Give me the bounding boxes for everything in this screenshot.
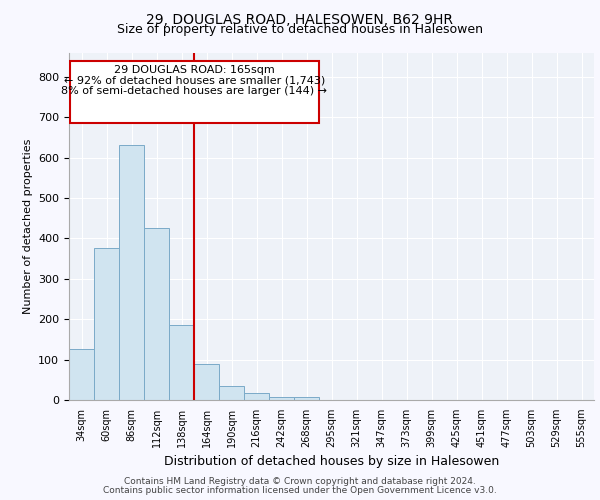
Bar — [119, 146, 144, 400]
Bar — [94, 248, 119, 400]
Text: Size of property relative to detached houses in Halesowen: Size of property relative to detached ho… — [117, 22, 483, 36]
Bar — [219, 386, 244, 400]
Bar — [269, 397, 294, 400]
Y-axis label: Number of detached properties: Number of detached properties — [23, 138, 32, 314]
Bar — [244, 393, 269, 400]
Text: 29, DOUGLAS ROAD, HALESOWEN, B62 9HR: 29, DOUGLAS ROAD, HALESOWEN, B62 9HR — [146, 12, 454, 26]
Bar — [70, 60, 319, 123]
Bar — [144, 228, 169, 400]
Bar — [169, 325, 194, 400]
Text: 8% of semi-detached houses are larger (144) →: 8% of semi-detached houses are larger (1… — [61, 86, 327, 96]
Bar — [194, 364, 219, 400]
Text: Contains public sector information licensed under the Open Government Licence v3: Contains public sector information licen… — [103, 486, 497, 495]
Bar — [294, 397, 319, 400]
Bar — [69, 350, 94, 400]
Text: Contains HM Land Registry data © Crown copyright and database right 2024.: Contains HM Land Registry data © Crown c… — [124, 477, 476, 486]
Text: ← 92% of detached houses are smaller (1,743): ← 92% of detached houses are smaller (1,… — [64, 76, 325, 86]
X-axis label: Distribution of detached houses by size in Halesowen: Distribution of detached houses by size … — [164, 456, 499, 468]
Text: 29 DOUGLAS ROAD: 165sqm: 29 DOUGLAS ROAD: 165sqm — [114, 66, 275, 76]
